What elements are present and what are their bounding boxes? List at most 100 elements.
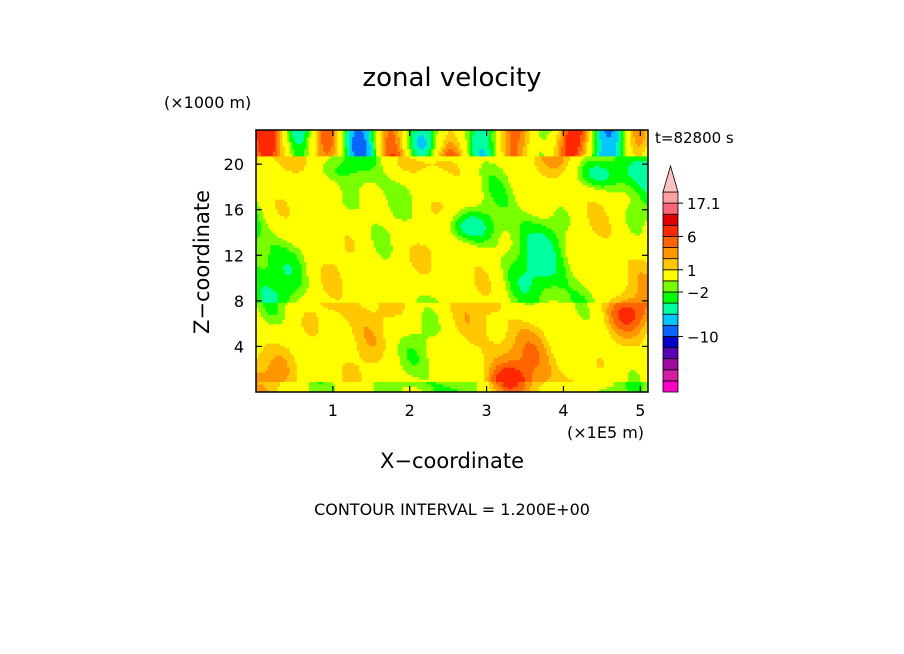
- contour-cell: [613, 305, 648, 309]
- contour-cell: [275, 355, 283, 359]
- contour-cell: [421, 314, 439, 318]
- contour-cell: [431, 254, 504, 258]
- contour-cell: [330, 156, 346, 160]
- contour-cell: [476, 286, 492, 289]
- contour-cell: [484, 197, 495, 201]
- contour-cell: [436, 146, 442, 150]
- contour-cell: [640, 233, 648, 237]
- contour-cell: [409, 247, 430, 251]
- contour-cell: [256, 384, 264, 388]
- contour-cell: [512, 290, 523, 294]
- contour-cell: [635, 295, 648, 299]
- contour-cell: [520, 238, 528, 241]
- contour-cell: [265, 218, 403, 222]
- contour-cell: [568, 281, 581, 285]
- contour-cell: [282, 319, 303, 323]
- contour-cell: [599, 130, 605, 133]
- contour-cell: [287, 362, 298, 366]
- contour-cell: [635, 370, 648, 373]
- contour-cell: [395, 314, 423, 318]
- contour-cell: [416, 139, 427, 143]
- contour-cell: [412, 262, 432, 265]
- contour-cell: [582, 317, 591, 321]
- contour-cell: [589, 218, 610, 222]
- contour-cell: [416, 300, 439, 304]
- contour-cell: [565, 154, 576, 157]
- contour-cell: [584, 286, 627, 289]
- contour-cell: [505, 146, 511, 150]
- contour-cell: [546, 235, 557, 239]
- contour-cell: [503, 338, 516, 342]
- contour-cell: [522, 151, 528, 155]
- contour-cell: [469, 151, 473, 155]
- contour-cell: [258, 156, 274, 160]
- contour-cell: [265, 343, 281, 347]
- contour-cell: [484, 221, 495, 225]
- contour-cell: [287, 130, 293, 133]
- contour-cell: [611, 223, 629, 227]
- contour-cell: [256, 182, 339, 186]
- contour-cell: [488, 178, 499, 181]
- contour-cell: [568, 226, 593, 229]
- contour-cell: [342, 278, 475, 282]
- contour-cell: [500, 233, 511, 237]
- contour-cell: [428, 367, 485, 371]
- contour-cell: [556, 252, 562, 256]
- contour-cell: [323, 163, 341, 167]
- contour-cell: [510, 238, 521, 241]
- contour-cell: [277, 134, 281, 138]
- contour-cell: [366, 146, 372, 150]
- contour-cell: [484, 269, 504, 273]
- contour-cell: [440, 329, 459, 333]
- contour-cell: [644, 202, 648, 205]
- contour-cell: [570, 223, 591, 227]
- contour-cell: [301, 252, 379, 256]
- contour-cell: [582, 154, 586, 157]
- contour-cell: [496, 154, 504, 157]
- contour-cell: [534, 343, 545, 347]
- contour-cell: [608, 331, 617, 335]
- contour-cell: [277, 293, 293, 297]
- contour-cell: [496, 149, 502, 153]
- contour-cell: [412, 209, 432, 213]
- contour-cell: [256, 144, 259, 148]
- contour-cell: [294, 151, 305, 155]
- contour-cell: [510, 149, 519, 153]
- contour-cell: [397, 163, 432, 167]
- contour-cell: [493, 130, 497, 133]
- contour-cell: [416, 298, 437, 301]
- contour-cell: [318, 322, 351, 325]
- contour-cell: [520, 358, 540, 361]
- contour-cell: [496, 144, 502, 148]
- contour-cell: [440, 146, 447, 150]
- contour-cell: [474, 343, 514, 347]
- contour-cell: [539, 154, 545, 157]
- contour-cell: [366, 154, 372, 157]
- contour-cell: [522, 355, 540, 359]
- contour-cell: [474, 240, 485, 244]
- contour-cell: [359, 206, 391, 210]
- contour-cell: [330, 146, 336, 150]
- contour-cell: [642, 228, 648, 232]
- contour-cell: [604, 362, 648, 366]
- contour-cell: [335, 149, 339, 153]
- contour-cell: [356, 343, 370, 347]
- contour-cell: [464, 132, 471, 136]
- contour-cell: [256, 389, 269, 392]
- contour-cell: [505, 142, 511, 145]
- contour-cell: [256, 166, 283, 169]
- contour-cell: [577, 168, 583, 172]
- contour-cell: [527, 269, 557, 273]
- contour-cell: [294, 149, 305, 153]
- contour-cell: [524, 346, 538, 349]
- contour-cell: [644, 149, 648, 153]
- contour-cell: [280, 245, 295, 249]
- contour-cell: [275, 130, 279, 133]
- contour-cell: [440, 154, 447, 157]
- contour-cell: [342, 290, 480, 294]
- contour-cell: [601, 149, 617, 153]
- contour-cell: [421, 312, 437, 316]
- contour-cell: [484, 362, 492, 366]
- contour-cell: [376, 250, 394, 253]
- contour-cell: [536, 348, 547, 352]
